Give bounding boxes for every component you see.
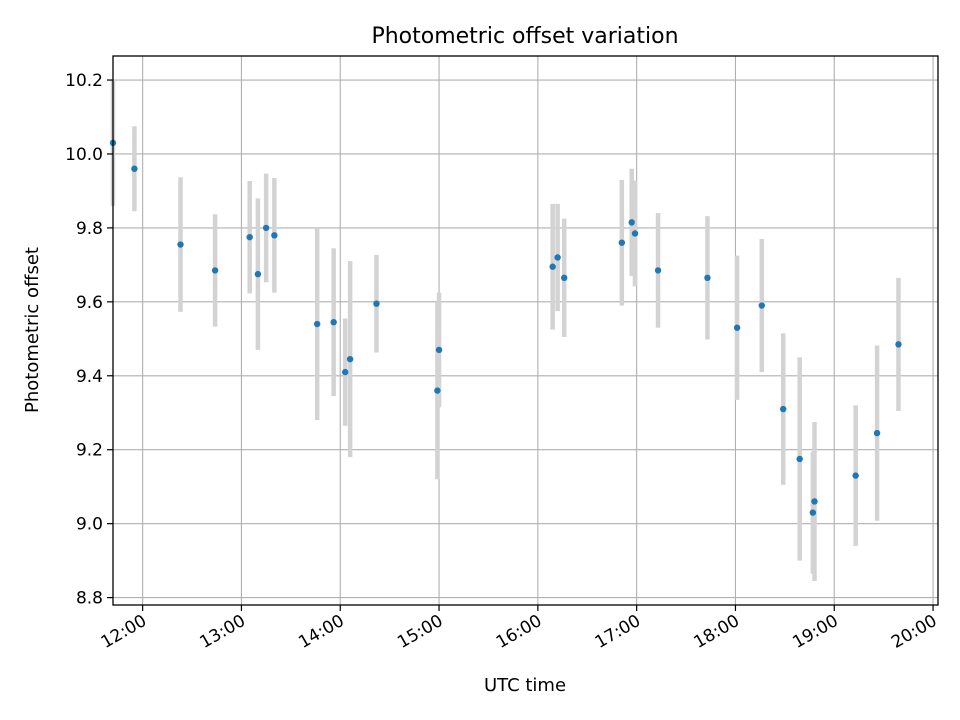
data-point [618,239,626,246]
data-point [246,233,253,241]
data-point [435,346,443,354]
data-point [330,318,337,326]
x-tick-label: 12:00 [98,611,150,653]
chart-title: Photometric offset variation [371,24,678,49]
data-point [654,267,662,274]
data-point [780,405,787,413]
x-tick-label: 14:00 [295,611,347,653]
data-point [873,429,881,437]
data-point [341,368,349,376]
data-point [852,472,859,479]
y-tick-label: 9.6 [76,293,103,313]
plot-frame [112,55,939,606]
y-tick-label: 9.4 [76,367,103,387]
data-point [796,455,803,463]
y-tick-label: 9.0 [76,515,103,535]
y-axis-label: Photometric offset [22,247,43,413]
y-tick-label: 10.0 [65,145,103,165]
data-point [177,241,184,248]
data-point [560,274,568,282]
data-point [809,509,817,516]
data-point [313,320,321,328]
x-tick-label: 20:00 [888,611,940,653]
y-tick-label: 9.2 [76,441,103,461]
x-tick-label: 16:00 [493,611,545,653]
data-point [131,165,138,172]
y-tick-label: 9.8 [76,219,103,239]
data-point [554,254,561,261]
data-point [271,232,278,239]
x-tick-label: 19:00 [789,611,841,653]
data-point [346,355,354,363]
x-tick-label: 15:00 [394,611,446,653]
x-axis-label: UTC time [484,675,566,696]
data-point [434,387,441,394]
error-bars [110,80,901,581]
data-point [758,302,766,309]
data-point [631,230,639,237]
x-tick-label: 17:00 [592,611,644,653]
data-point [211,267,219,274]
data-point [262,224,270,232]
data-point [895,341,902,348]
x-tick-label: 18:00 [691,611,743,653]
data-point [254,270,262,278]
data-point [704,274,711,282]
y-tick-label: 8.8 [76,589,103,609]
y-tick-label: 10.2 [65,71,103,91]
x-tick-label: 13:00 [197,611,249,653]
data-point [733,324,741,331]
data-point [628,219,635,226]
y-axis-ticks: 8.8 9.0 9.2 9.4 9.6 9.8 10.0 10.2 [65,71,113,609]
data-points [109,139,902,516]
data-point [811,498,818,505]
data-point [549,263,556,270]
data-point [373,300,380,307]
x-axis-ticks: 12:00 13:00 14:00 15:00 16:00 17:00 18:00 19:00… [98,605,941,653]
